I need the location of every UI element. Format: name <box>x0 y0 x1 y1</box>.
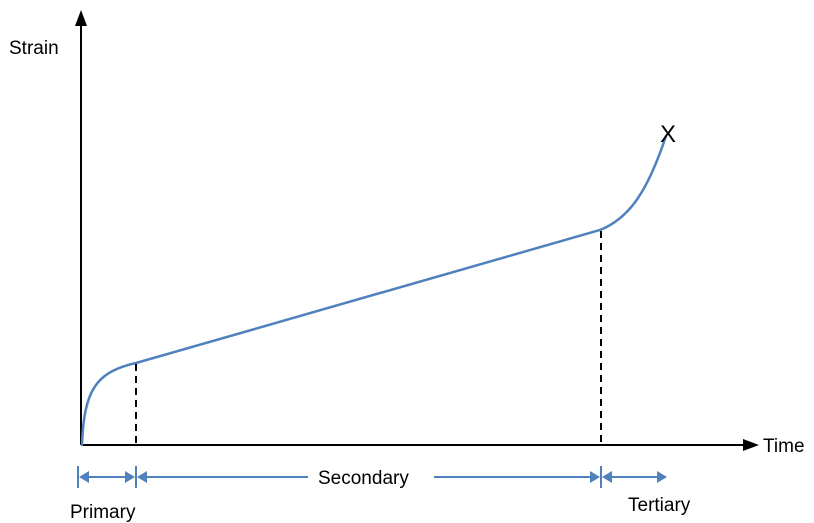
secondary-stage-label: Secondary <box>318 468 409 489</box>
fracture-marker: X <box>660 121 676 148</box>
tertiary-arrowhead-left <box>602 471 612 483</box>
time-axis-label: Time <box>763 436 805 457</box>
primary-stage-label: Primary <box>70 502 136 523</box>
strain-axis-arrowhead <box>75 10 87 26</box>
secondary-arrowhead-left <box>137 471 147 483</box>
primary-arrowhead-right <box>125 471 135 483</box>
time-axis-arrowhead <box>743 439 759 451</box>
tertiary-stage-label: Tertiary <box>628 495 691 516</box>
tertiary-arrowhead-right <box>657 471 667 483</box>
primary-arrowhead-left <box>79 471 89 483</box>
secondary-arrowhead-right <box>590 471 600 483</box>
strain-axis-label: Strain <box>9 38 59 59</box>
creep-curve <box>80 134 668 447</box>
